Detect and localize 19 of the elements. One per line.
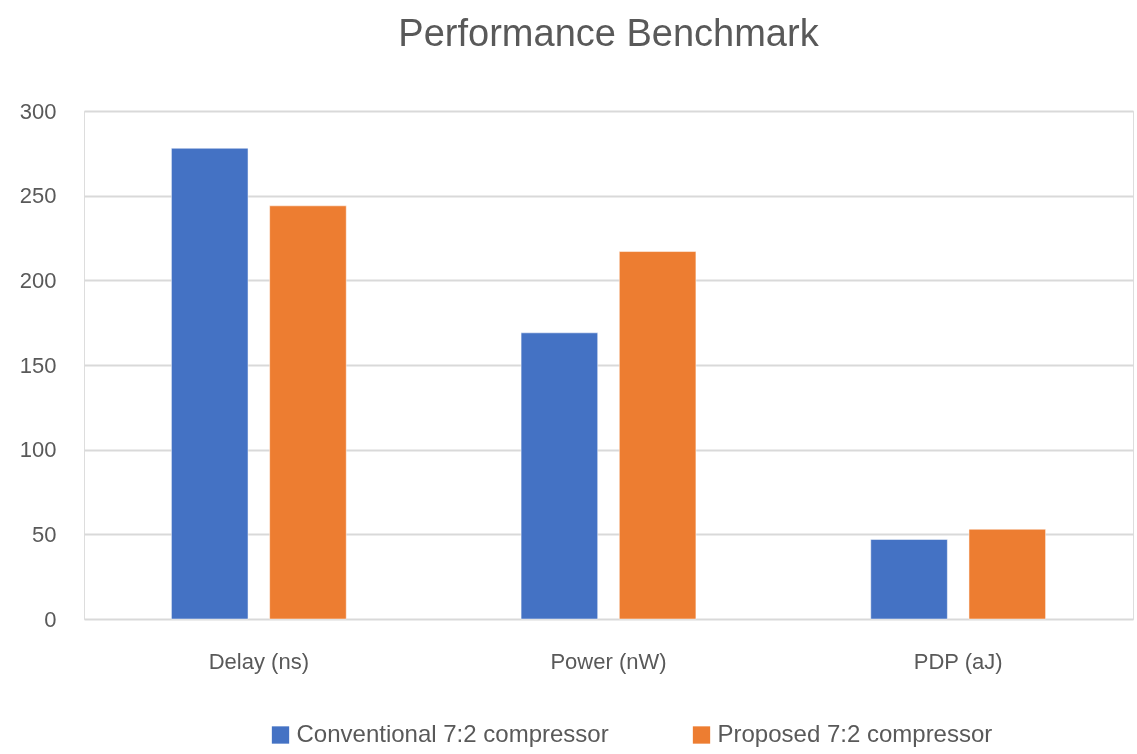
x-tick-label: Power (nW)	[550, 648, 667, 674]
x-tick-label: Delay (ns)	[208, 648, 309, 674]
bar	[520, 332, 598, 620]
bar	[269, 205, 347, 620]
bar	[619, 251, 697, 620]
y-tick-label: 0	[44, 606, 57, 632]
legend-label: Proposed 7:2 compressor	[717, 720, 993, 747]
x-tick-label: PDP (aJ)	[913, 648, 1003, 674]
bar	[870, 539, 948, 620]
y-tick-label: 250	[19, 183, 57, 209]
bar	[968, 529, 1046, 620]
legend-label: Conventional 7:2 compressor	[296, 720, 609, 747]
y-tick-label: 300	[19, 98, 57, 124]
y-tick-label: 200	[19, 267, 57, 293]
bar	[171, 148, 249, 620]
y-tick-label: 50	[32, 521, 57, 547]
y-tick-label: 100	[19, 437, 57, 463]
chart-title: Performance Benchmark	[398, 12, 820, 54]
y-tick-label: 150	[19, 352, 57, 378]
